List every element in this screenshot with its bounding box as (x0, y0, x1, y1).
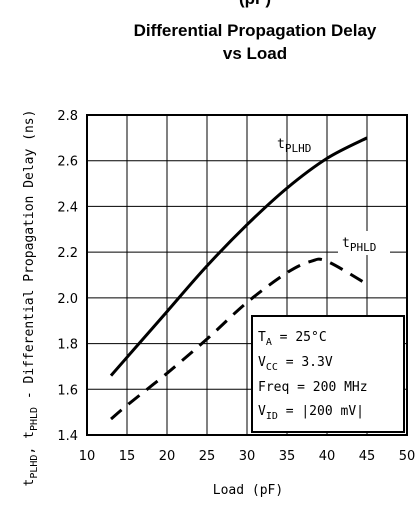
condition-freq: Freq = 200 MHz (258, 380, 368, 395)
conditions-box: TA = 25°C VCC = 3.3V Freq = 200 MHz VID … (251, 315, 405, 433)
x-tick-labels: 10 15 20 25 30 35 40 45 50 (79, 449, 416, 464)
condition-vid: VID = |200 mV| (258, 404, 364, 422)
y-tick-label: 1.6 (57, 383, 78, 398)
series-layer (109, 136, 368, 421)
svg-text:tPHLD: tPHLD (342, 236, 376, 254)
label-tphld: tPHLD (338, 231, 390, 255)
condition-ta: TA = 25°C (258, 330, 327, 348)
y-tick-label: 2.6 (57, 155, 78, 170)
x-tick-label: 50 (399, 449, 416, 464)
y-axis-label: tPLHD, tPHLD - Differential Propagation … (22, 110, 40, 487)
y-tick-label: 1.4 (57, 429, 78, 444)
x-tick-label: 10 (79, 449, 96, 464)
svg-text:tPLHD: tPLHD (277, 137, 311, 155)
x-tick-label: 45 (359, 449, 376, 464)
x-tick-label: 25 (199, 449, 216, 464)
x-axis-label: Load (pF) (213, 483, 283, 498)
y-tick-label: 2.4 (57, 200, 78, 215)
y-tick-label: 2.0 (57, 292, 78, 307)
x-tick-label: 35 (279, 449, 296, 464)
plot-frame (86, 114, 408, 436)
y-tick-label: 2.2 (57, 246, 78, 261)
x-tick-label: 40 (319, 449, 336, 464)
y-tick-labels: 1.4 1.6 1.8 2.0 2.2 2.4 2.6 2.8 (57, 109, 78, 444)
y-tick-label: 2.8 (57, 109, 78, 124)
chart-title-partial: (pF) (239, 0, 271, 8)
series-line-tphld (110, 257, 368, 421)
label-tplhd: tPLHD (277, 137, 311, 155)
y-tick-label: 1.8 (57, 338, 78, 353)
series-line-tplhd (109, 136, 368, 377)
x-tick-label: 20 (159, 449, 176, 464)
chart-title-line-2: vs Load (223, 44, 287, 63)
x-tick-label: 15 (119, 449, 136, 464)
x-tick-label: 30 (239, 449, 256, 464)
condition-vcc: VCC = 3.3V (258, 355, 333, 373)
chart-title-line-1: Differential Propagation Delay (134, 21, 377, 40)
